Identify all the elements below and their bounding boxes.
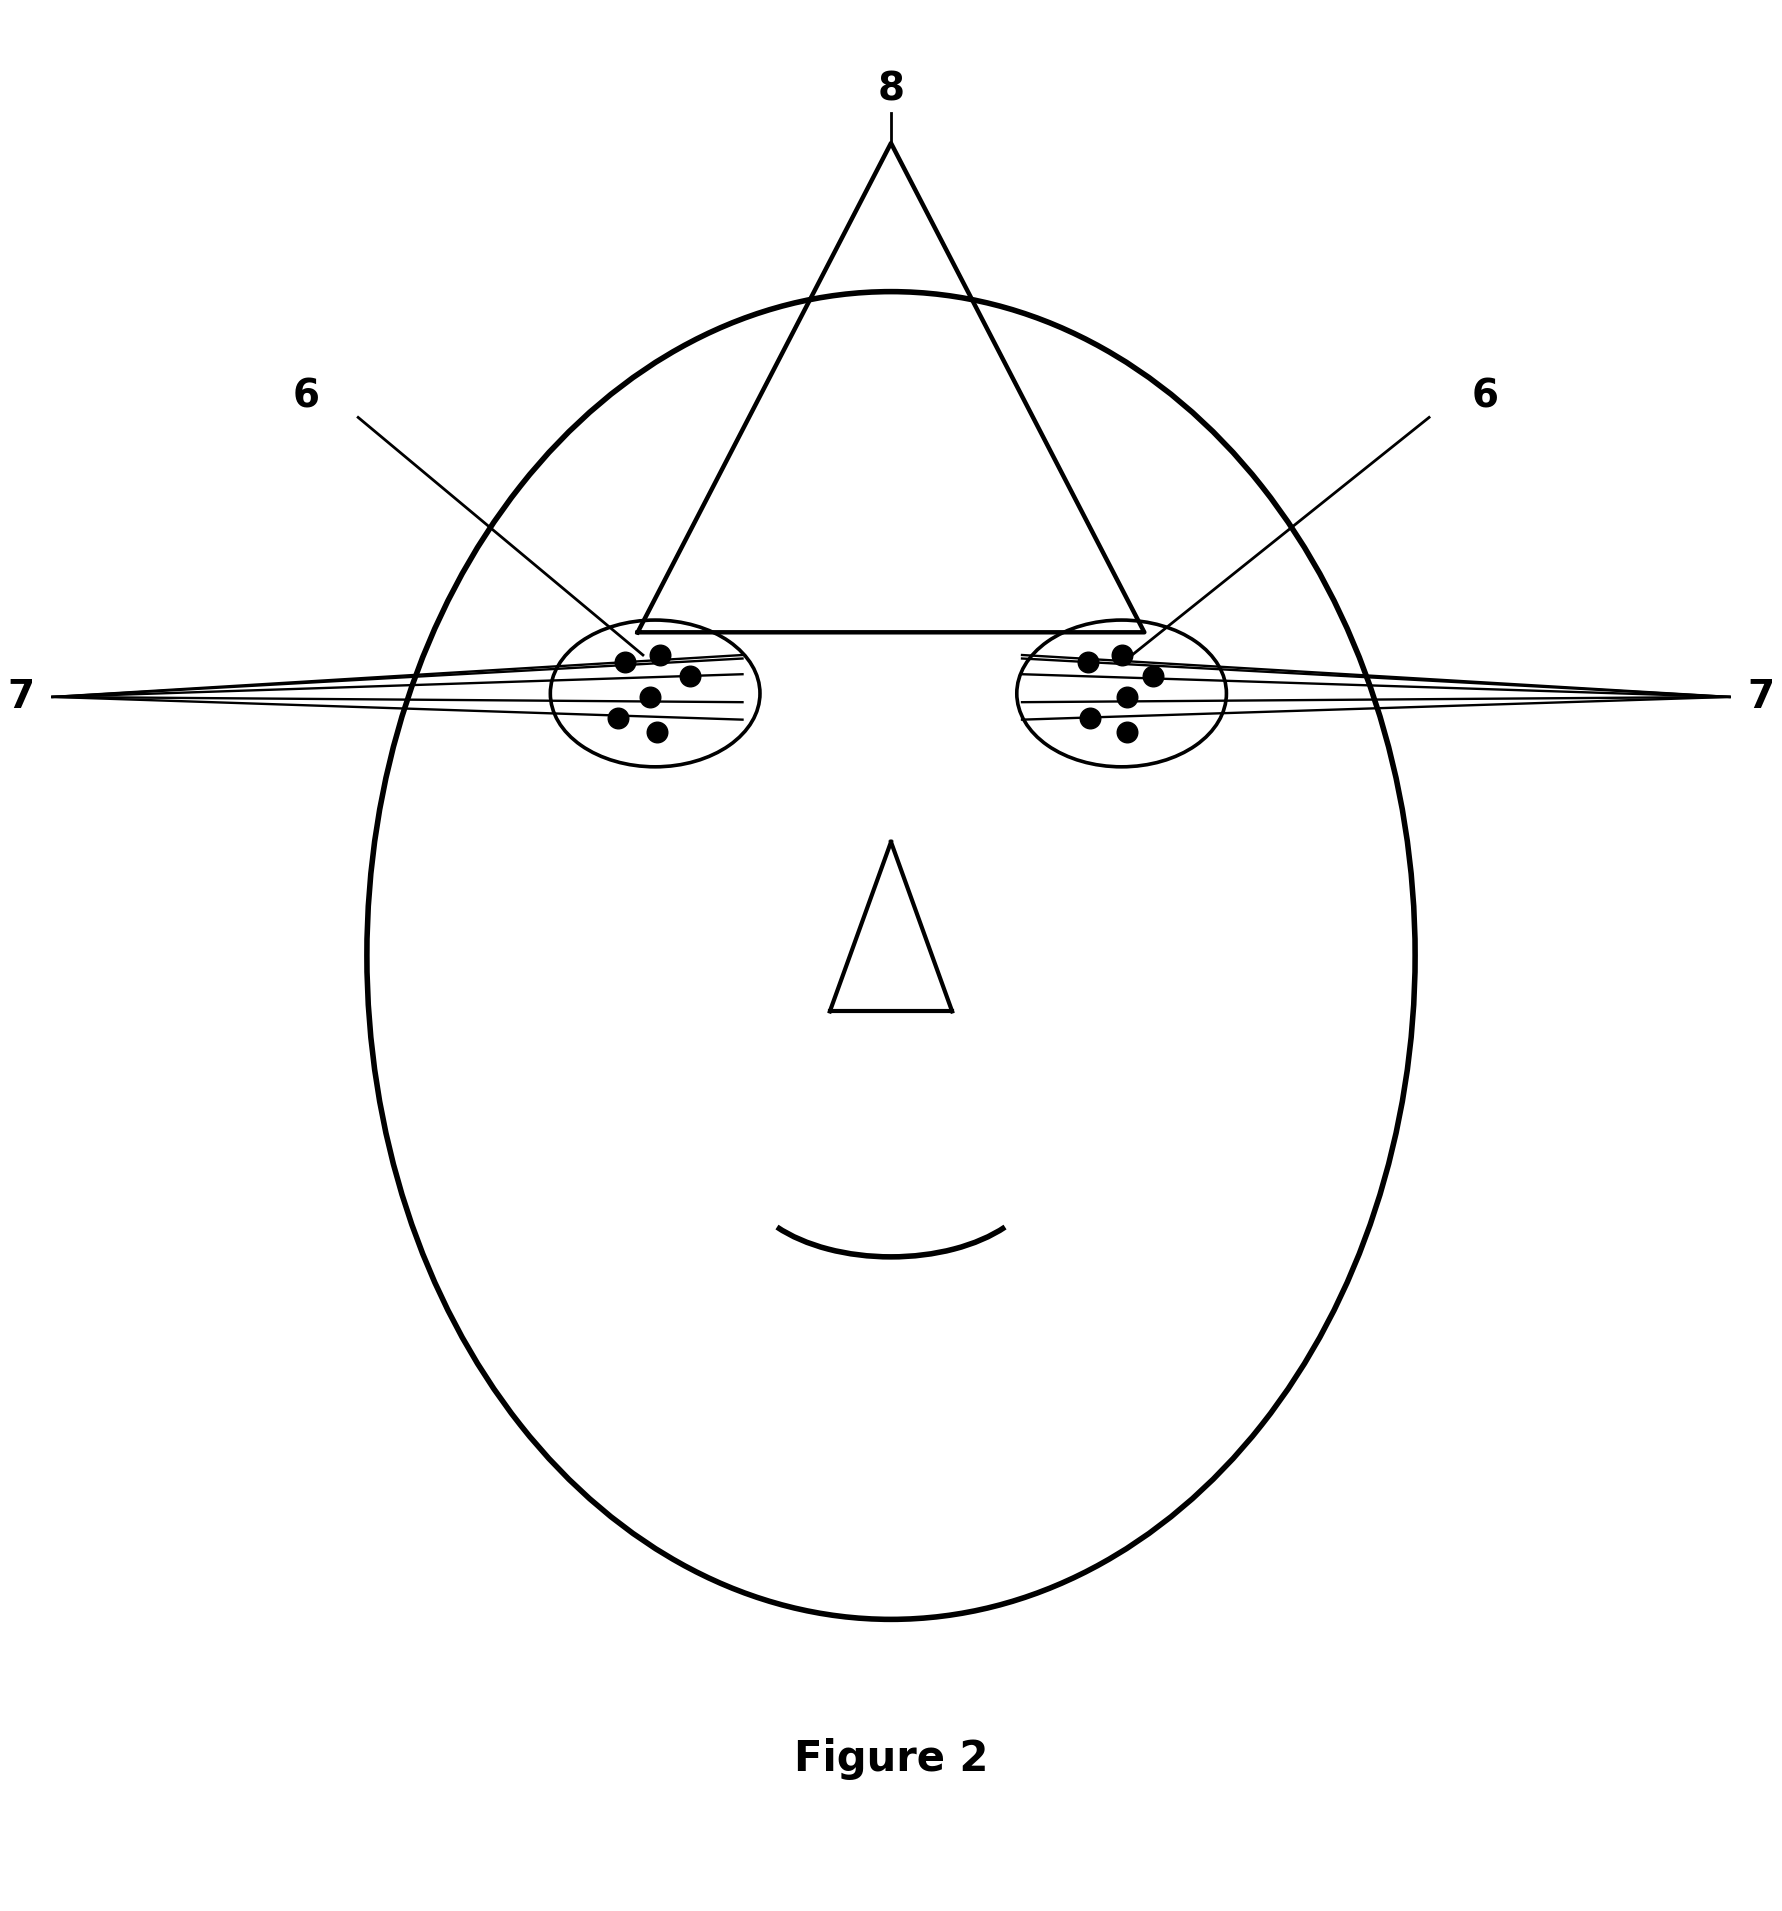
- Point: [1112, 682, 1140, 713]
- Text: 6: 6: [292, 378, 319, 415]
- Text: Figure 2: Figure 2: [793, 1739, 989, 1781]
- Text: 7: 7: [1746, 678, 1775, 717]
- Text: 8: 8: [877, 71, 905, 109]
- Point: [1076, 703, 1105, 734]
- Text: 6: 6: [1472, 378, 1499, 415]
- Point: [636, 682, 665, 713]
- Point: [1112, 717, 1140, 747]
- Point: [1107, 640, 1135, 671]
- Point: [1075, 646, 1103, 676]
- Point: [675, 661, 704, 692]
- Point: [643, 717, 672, 747]
- Point: [1139, 661, 1167, 692]
- Point: [611, 646, 640, 676]
- Point: [647, 640, 675, 671]
- Point: [604, 703, 633, 734]
- Text: 7: 7: [7, 678, 36, 717]
